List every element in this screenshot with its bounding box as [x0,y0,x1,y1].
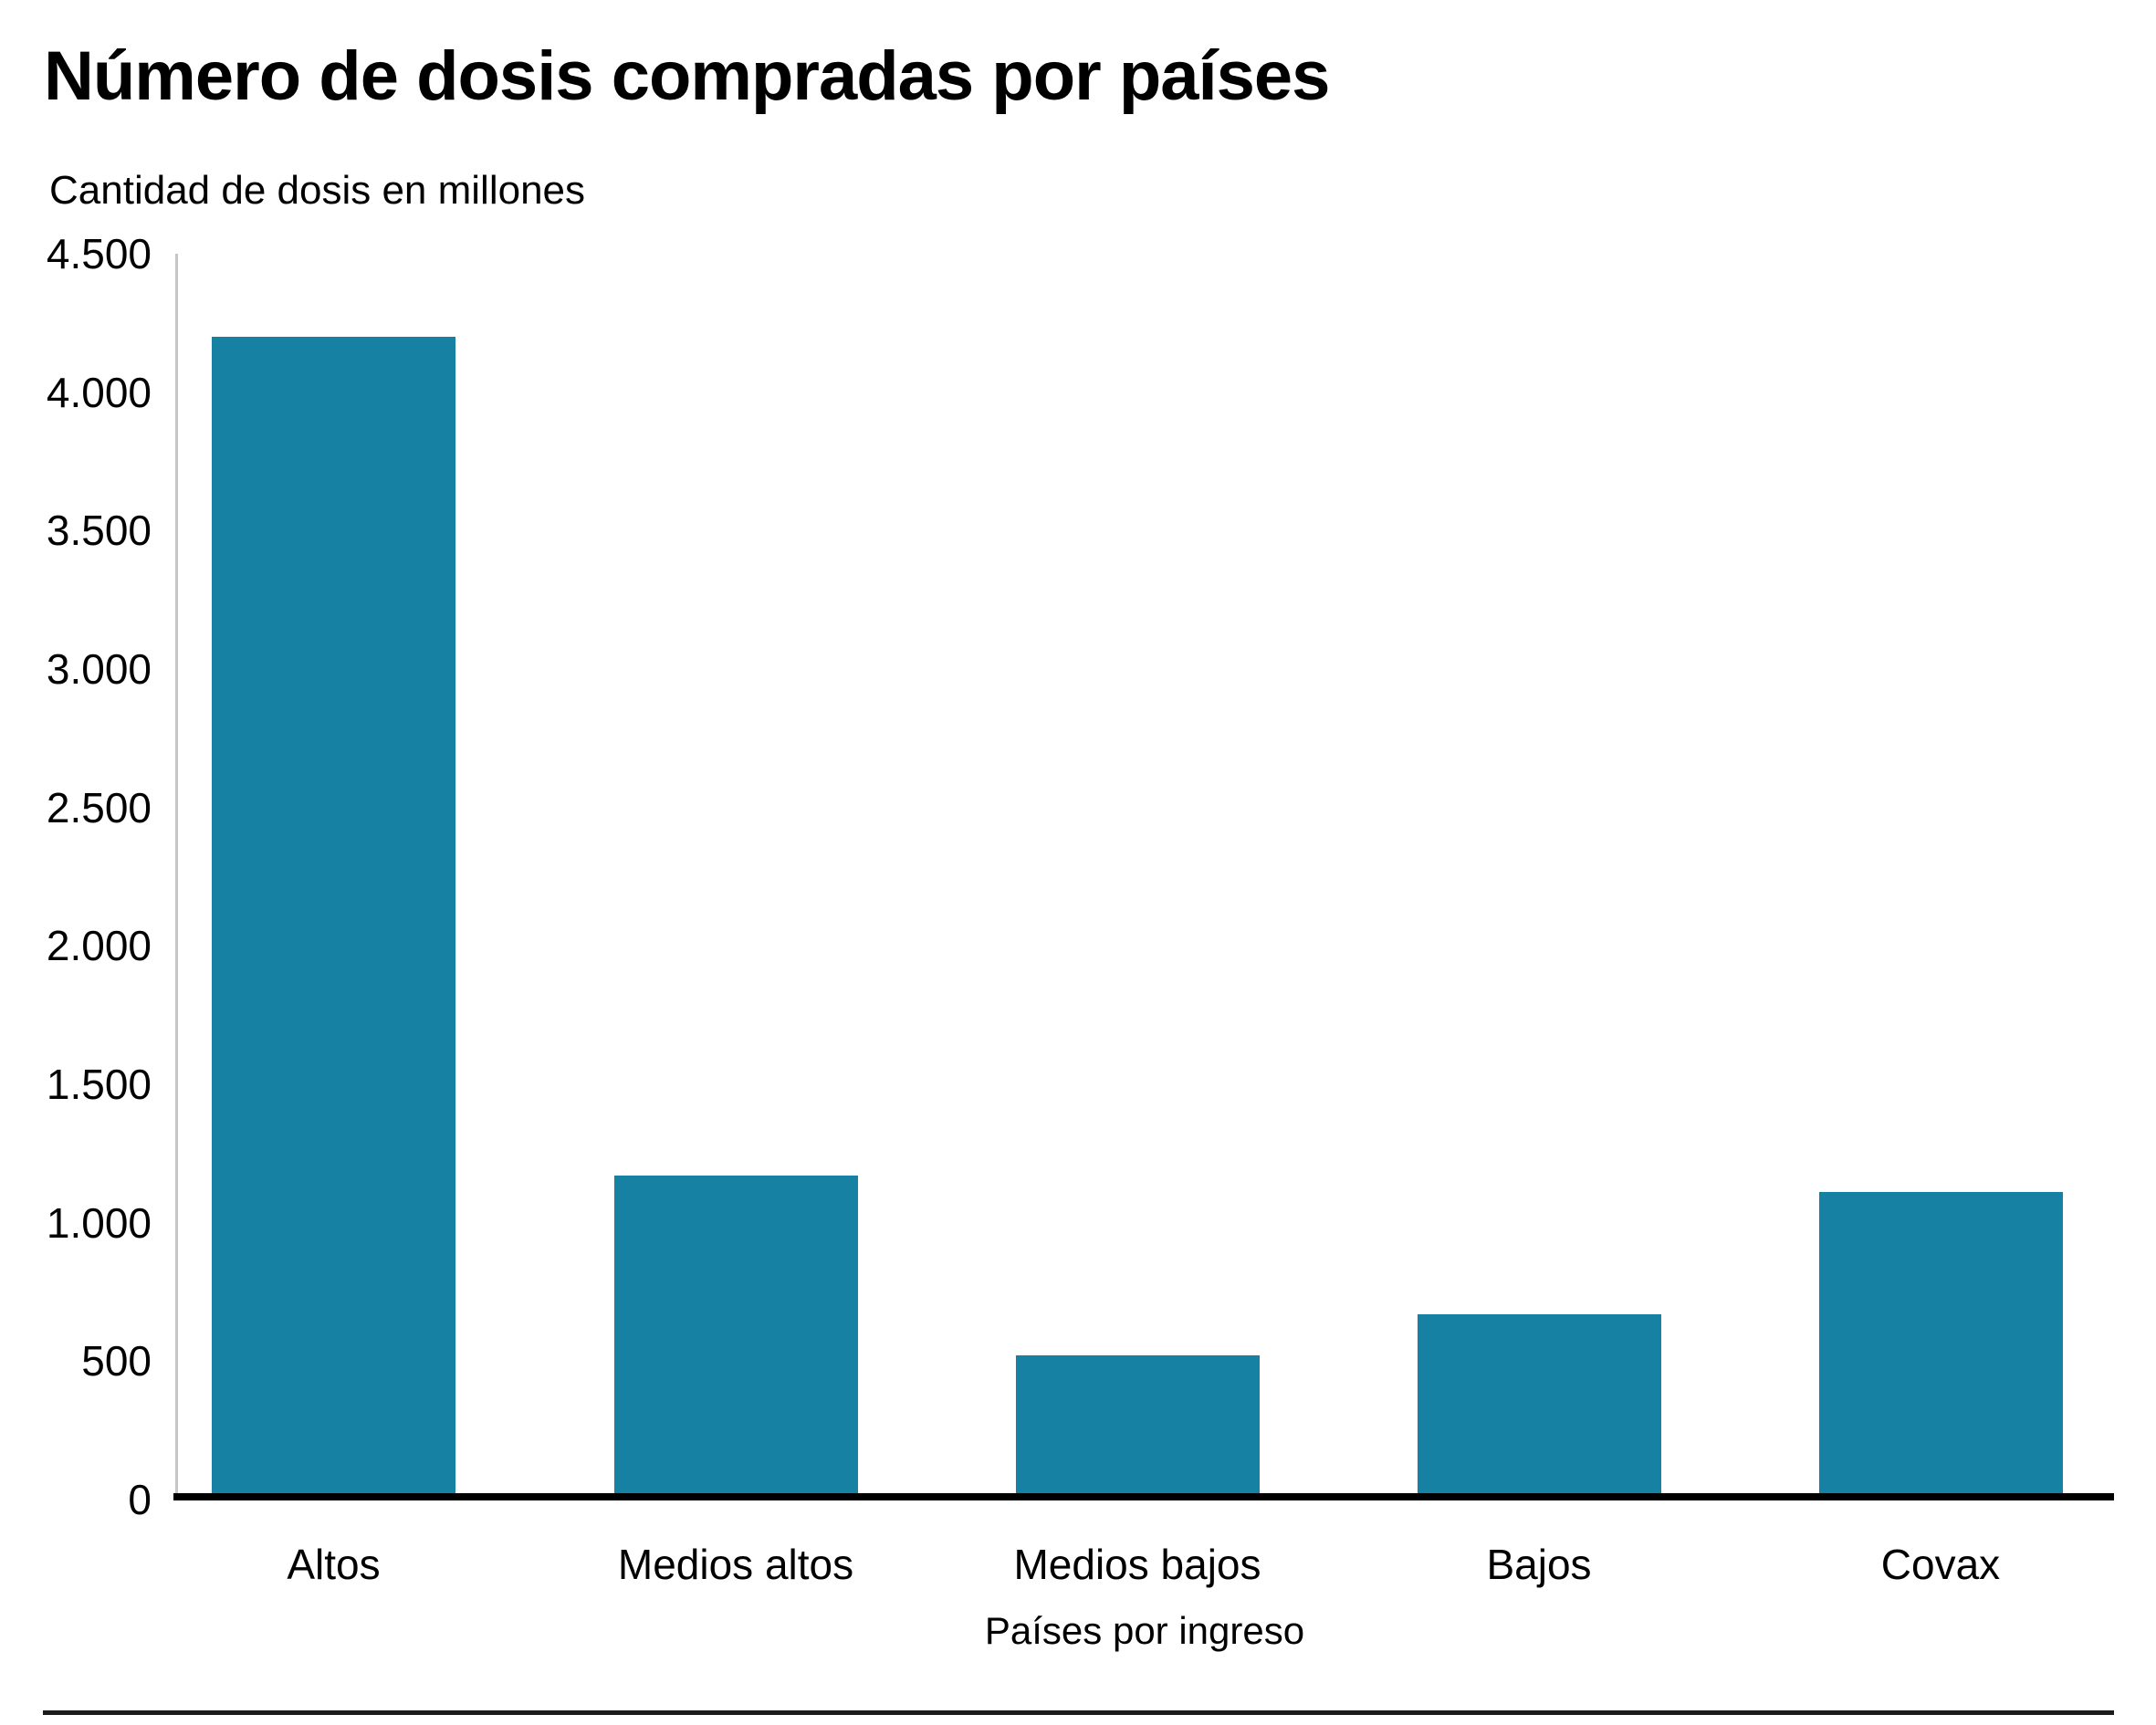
y-tick-label: 1.500 [46,1061,152,1108]
y-tick-label: 2.000 [46,922,152,970]
x-axis-baseline [173,1493,2114,1500]
y-axis-line [175,254,178,1500]
bar-altos [212,337,455,1500]
y-tick-label: 3.000 [46,645,152,693]
footer-divider-rule [43,1710,2114,1715]
y-tick-label: 3.500 [46,507,152,555]
x-axis-title: Países por ingreso [984,1609,1305,1652]
y-tick-label: 0 [128,1476,152,1523]
bar-bajos [1417,1313,1661,1500]
y-tick-label: 500 [81,1337,152,1385]
bar-covax [1818,1192,2063,1500]
x-category-label: Medios altos [617,1541,854,1588]
x-category-label: Altos [287,1541,381,1588]
chart-title: Número de dosis compradas por países [44,37,1330,115]
x-category-label: Bajos [1486,1541,1592,1588]
y-tick-label: 1.000 [46,1198,152,1247]
y-tick-label: 4.500 [46,230,152,277]
y-tick-label: 4.000 [46,368,152,416]
x-category-label: Covax [1880,1541,2001,1588]
bar-medios-bajos [1015,1355,1260,1500]
y-axis-unit-label: Cantidad de dosis en millones [49,168,586,213]
bar-medios-altos [613,1176,858,1500]
x-category-label: Medios bajos [1013,1541,1261,1588]
y-tick-label: 2.500 [46,783,152,831]
